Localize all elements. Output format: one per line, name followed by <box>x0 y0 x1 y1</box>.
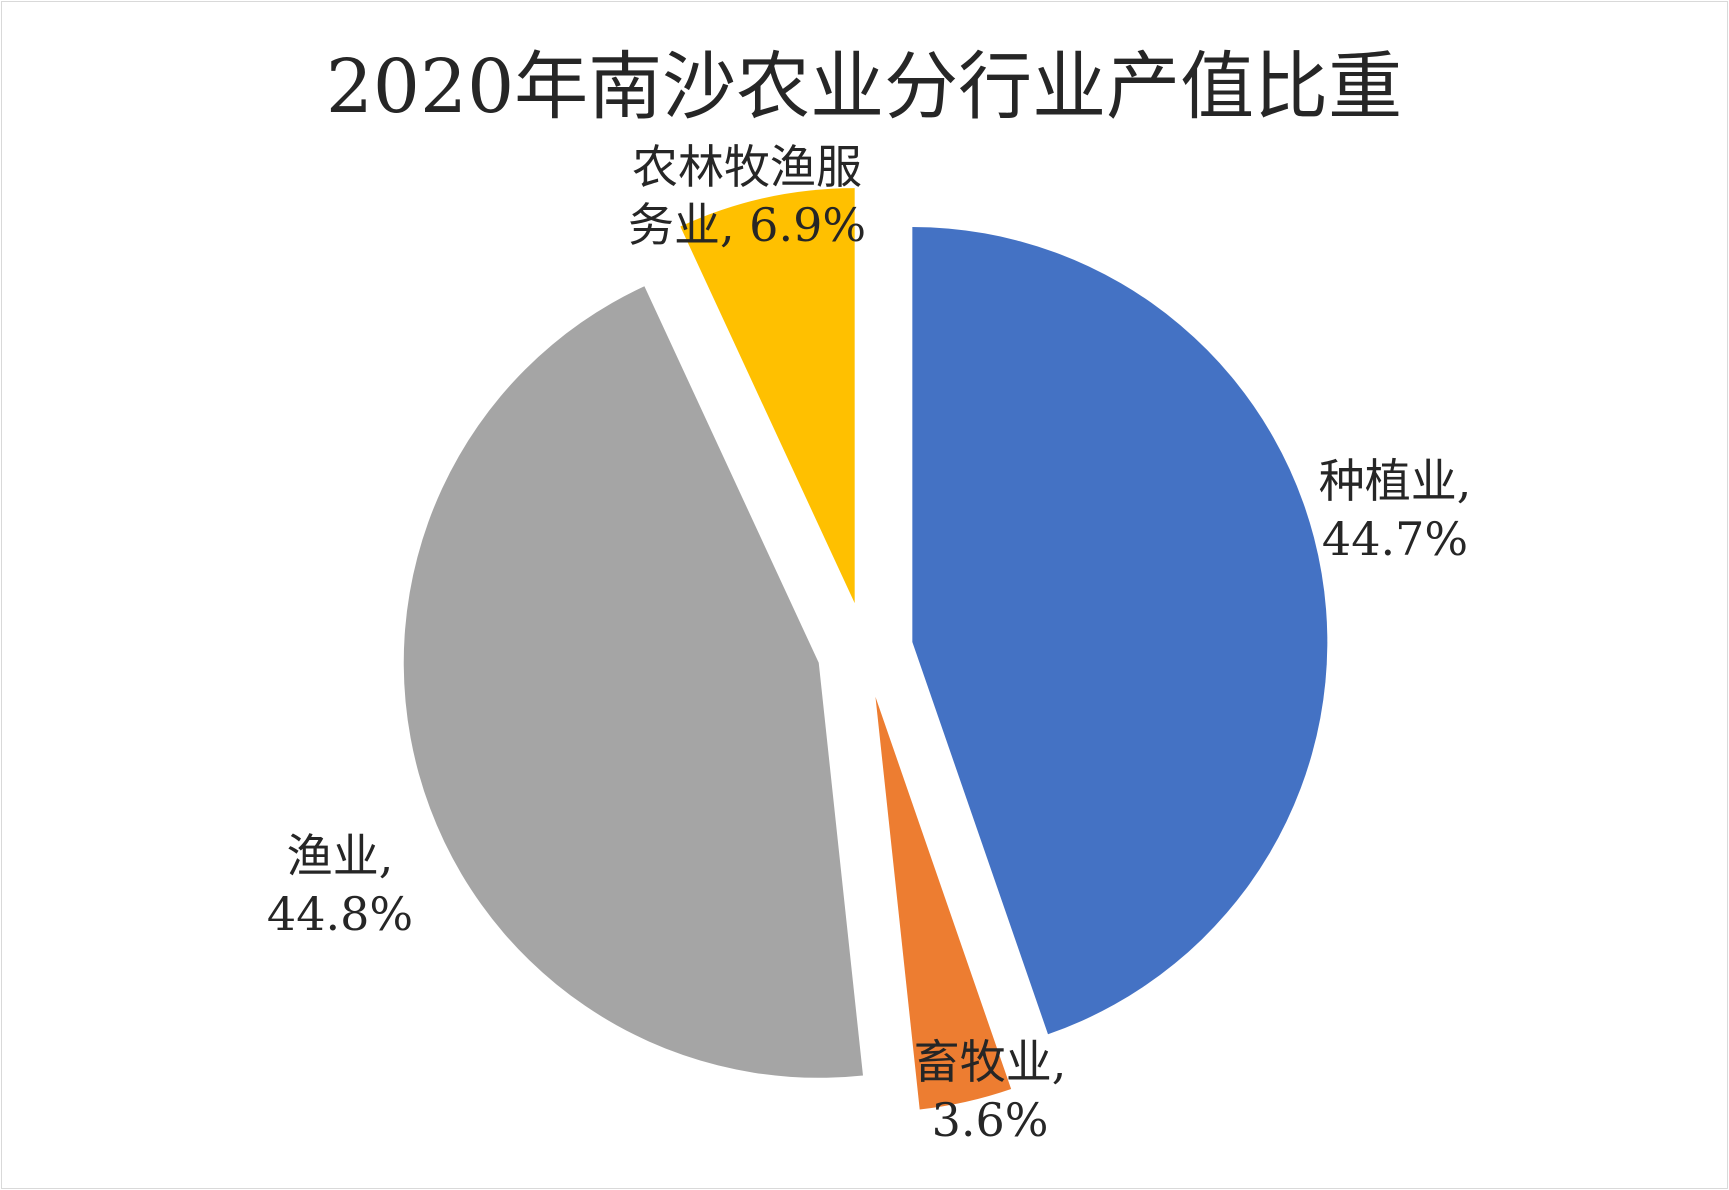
slice-label-1: 种植业, 44.7% <box>1319 454 1472 566</box>
slice-label-2: 畜牧业, 3.6% <box>914 1035 1067 1147</box>
pie-slice-2 <box>875 696 1012 1110</box>
slice-label-line: 44.8% <box>267 887 413 941</box>
pie-slice-3 <box>403 286 863 1078</box>
pie-slices <box>403 188 1328 1110</box>
slice-label-line: 务业, 6.9% <box>628 198 866 252</box>
slice-label-line: 44.7% <box>1322 512 1468 566</box>
slice-label-line: 3.6% <box>932 1093 1049 1147</box>
slice-label-4: 农林牧渔服务业, 6.9% <box>628 140 866 252</box>
slice-label-3: 渔业, 44.8% <box>267 829 413 941</box>
slice-label-line: 农林牧渔服 <box>632 140 862 194</box>
slice-label-line: 渔业, <box>287 829 394 883</box>
slice-label-line: 种植业, <box>1319 454 1472 508</box>
pie-slice-1 <box>912 227 1328 1035</box>
chart-title: 2020年南沙农业分行业产值比重 <box>326 44 1402 130</box>
slice-labels: 种植业, 44.7% 畜牧业, 3.6% 渔业, 44.8% 农林牧渔服务业, 6.9% <box>267 140 1471 1147</box>
pie-slice-4 <box>680 188 855 604</box>
slice-label-line: 畜牧业, <box>914 1035 1067 1089</box>
